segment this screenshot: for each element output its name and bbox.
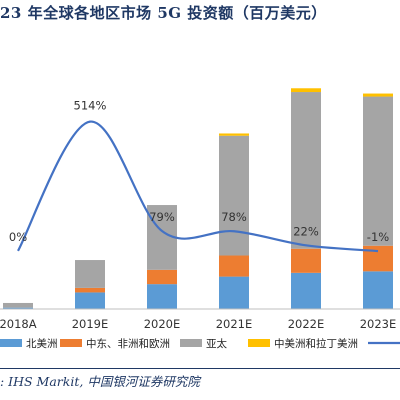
growth-line-layer: 0% 514% 79% 78% 22% -1% (9, 99, 389, 253)
legend-item-0: 北美洲 (0, 337, 58, 350)
legend-swatch (0, 339, 22, 347)
growth-data-label: -1% (367, 230, 389, 244)
bar-segment-2021E-series-1 (219, 255, 249, 277)
bar-segment-2020E-series-1 (147, 269, 177, 285)
growth-data-label: 78% (221, 210, 247, 224)
bar-segment-2018A-series-2 (3, 302, 33, 308)
bar-segment-2023E-series-3 (363, 93, 393, 97)
legend-item-3: 中美洲和拉丁美洲 (248, 337, 358, 350)
chart-title: 23 年全球各地区市场 5G 投资额（百万美元） (0, 4, 327, 22)
bar-segment-2019E-series-1 (75, 287, 105, 293)
x-tick-label: 2021E (216, 317, 253, 331)
bars-layer (3, 88, 393, 309)
x-tick-label: 2018A (0, 317, 37, 331)
x-tick-label: 2020E (144, 317, 181, 331)
growth-data-label: 0% (9, 230, 27, 244)
legend-swatch (180, 339, 202, 347)
legend-item-2: 亚太 (180, 337, 227, 350)
source-note: : IHS Markit, 中国银河证券研究院 (0, 374, 200, 389)
bar-segment-2018A-series-0 (3, 307, 33, 309)
bar-segment-2021E-series-0 (219, 276, 249, 309)
x-tick-label: 2022E (288, 317, 325, 331)
growth-data-label: 22% (293, 224, 319, 238)
growth-data-label: 79% (149, 210, 175, 224)
source-divider (0, 368, 400, 369)
bar-segment-2022E-series-3 (291, 88, 321, 93)
bar-segment-2023E-series-0 (363, 271, 393, 309)
legend-label: 亚太 (206, 337, 227, 350)
bar-segment-2022E-series-0 (291, 272, 321, 309)
x-axis-ticks: 2018A 2019E 2020E 2021E 2022E 2023E (0, 317, 396, 331)
legend-label: 中东、非洲和欧洲 (86, 337, 170, 350)
x-tick-label: 2019E (72, 317, 109, 331)
stacked-bar-chart: 0%514%79% 78%22% -1% 2018A 2019E 2020E 2021E 2… (0, 88, 400, 350)
bar-segment-2019E-series-0 (75, 292, 105, 309)
legend-swatch (60, 339, 82, 347)
legend-swatch (248, 339, 270, 347)
x-tick-label: 2023E (360, 317, 397, 331)
legend-label: 北美洲 (26, 337, 58, 350)
bar-segment-2021E-series-3 (219, 133, 249, 136)
bar-segment-2020E-series-0 (147, 284, 177, 309)
bar-segment-2021E-series-2 (219, 135, 249, 256)
bar-segment-2022E-series-2 (291, 92, 321, 249)
legend-label: 中美洲和拉丁美洲 (274, 337, 358, 350)
bar-segment-2022E-series-1 (291, 248, 321, 273)
growth-line (17, 120, 379, 253)
bar-segment-2019E-series-2 (75, 260, 105, 288)
legend: 北美洲 中东、非洲和欧洲 亚太 中美洲和拉丁美洲 (0, 337, 400, 350)
growth-data-label: 514% (74, 99, 107, 113)
bar-segment-2023E-series-2 (363, 96, 393, 246)
legend-item-1: 中东、非洲和欧洲 (60, 337, 170, 350)
